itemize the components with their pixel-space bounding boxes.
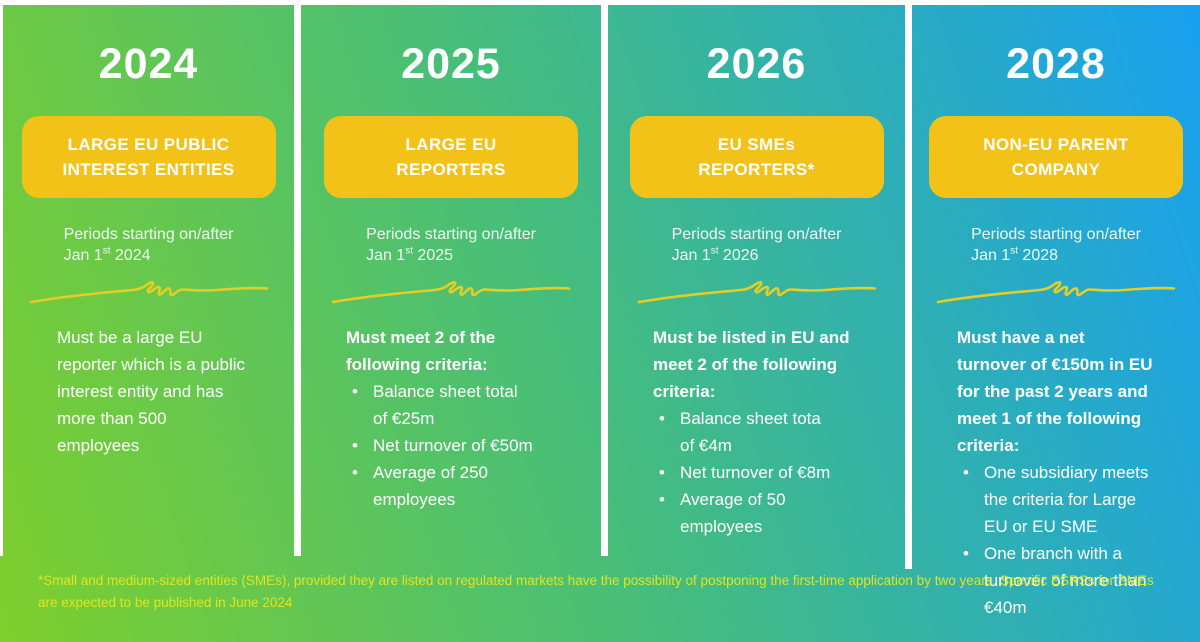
criteria-block: Must be a large EU reporter which is a p… xyxy=(3,324,294,459)
squiggle-divider-icon xyxy=(637,281,876,304)
column-2028: 2028 NON-EU PARENT COMPANY Periods start… xyxy=(912,0,1200,621)
criteria-bullet: Balance sheet tota of €4m xyxy=(653,405,887,459)
left-edge-divider xyxy=(0,0,3,556)
top-border-strip xyxy=(0,0,1200,5)
criteria-list: One subsidiary meets the criteria for La… xyxy=(957,459,1182,621)
period-line1: Periods starting on/after xyxy=(971,226,1141,243)
criteria-block: Must meet 2 of the following criteria: B… xyxy=(301,324,601,513)
category-badge: LARGE EU PUBLIC INTEREST ENTITIES xyxy=(21,116,276,198)
column-divider xyxy=(601,0,608,556)
year-heading: 2028 xyxy=(1006,40,1106,88)
period-line2: Jan 1st 2028 xyxy=(971,245,1059,264)
reporting-period: Periods starting on/after Jan 1st 2024 xyxy=(64,224,234,266)
criteria-intro: Must meet 2 of the following criteria: xyxy=(346,328,496,374)
criteria-bullet: One branch with a turnover of more than … xyxy=(957,540,1182,621)
year-heading: 2024 xyxy=(98,40,199,88)
category-badge: EU SMEs REPORTERS* xyxy=(629,116,884,198)
criteria-block: Must have a net turnover of €150m in EU … xyxy=(912,324,1200,621)
squiggle-divider-icon xyxy=(331,281,571,304)
year-heading: 2026 xyxy=(706,40,807,88)
criteria-bullet: Net turnover of €8m xyxy=(653,459,887,486)
criteria-block: Must be listed in EU and meet 2 of the f… xyxy=(608,324,905,540)
period-line2: Jan 1st 2026 xyxy=(671,245,759,264)
criteria-bullet: Average of 250 employees xyxy=(346,459,583,513)
column-2026: 2026 EU SMEs REPORTERS* Periods starting… xyxy=(608,0,905,540)
period-line2: Jan 1st 2025 xyxy=(366,245,454,264)
period-line1: Periods starting on/after xyxy=(366,226,536,243)
category-badge: NON-EU PARENT COMPANY xyxy=(929,116,1183,198)
category-badge: LARGE EU REPORTERS xyxy=(324,116,578,198)
criteria-intro: Must have a net turnover of €150m in EU … xyxy=(957,328,1153,455)
squiggle-divider-icon xyxy=(29,281,268,304)
squiggle-divider-icon xyxy=(936,281,1176,304)
criteria-bullet: One subsidiary meets the criteria for La… xyxy=(957,459,1182,540)
criteria-bullet: Balance sheet total of €25m xyxy=(346,378,583,432)
reporting-period: Periods starting on/after Jan 1st 2026 xyxy=(672,224,842,266)
criteria-list: Balance sheet total of €25mNet turnover … xyxy=(346,378,583,513)
column-2024: 2024 LARGE EU PUBLIC INTEREST ENTITIES P… xyxy=(3,0,294,459)
sme-footnote: *Small and medium-sized entities (SMEs),… xyxy=(38,573,1154,610)
column-divider xyxy=(905,0,912,569)
period-line1: Periods starting on/after xyxy=(671,226,842,243)
reporting-period: Periods starting on/after Jan 1st 2025 xyxy=(366,224,536,266)
criteria-bullet: Net turnover of €50m xyxy=(346,432,583,459)
criteria-list: Balance sheet tota of €4mNet turnover of… xyxy=(653,405,887,540)
period-line1: Periods starting on/after xyxy=(63,226,234,243)
reporting-period: Periods starting on/after Jan 1st 2028 xyxy=(971,224,1141,266)
criteria-intro: Must be a large EU reporter which is a p… xyxy=(57,328,246,455)
criteria-intro: Must be listed in EU and meet 2 of the f… xyxy=(653,328,850,401)
year-heading: 2025 xyxy=(401,40,501,88)
timeline-columns: 2024 LARGE EU PUBLIC INTEREST ENTITIES P… xyxy=(0,0,1200,621)
column-2025: 2025 LARGE EU REPORTERS Periods starting… xyxy=(301,0,601,513)
criteria-bullet: Average of 50 employees xyxy=(653,486,887,540)
period-line2: Jan 1st 2024 xyxy=(63,245,151,264)
column-divider xyxy=(294,0,301,556)
